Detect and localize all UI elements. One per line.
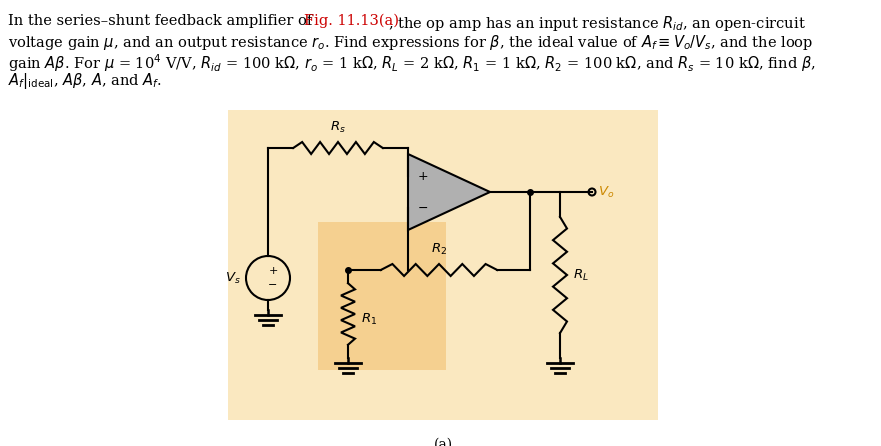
Text: , the op amp has an input resistance $R_{id}$, an open-circuit: , the op amp has an input resistance $R_… xyxy=(388,14,806,33)
Text: +: + xyxy=(269,266,278,276)
Text: −: − xyxy=(269,280,278,290)
Text: $A_f|_{\mathrm{ideal}}$, $A\beta$, $A$, and $A_f$.: $A_f|_{\mathrm{ideal}}$, $A\beta$, $A$, … xyxy=(8,71,162,91)
Text: $V_s$: $V_s$ xyxy=(226,270,241,285)
Text: $R_2$: $R_2$ xyxy=(431,242,447,257)
Text: +: + xyxy=(418,169,429,182)
FancyBboxPatch shape xyxy=(318,222,446,370)
Polygon shape xyxy=(408,154,490,230)
Text: gain $A\beta$. For $\mu$ = 10$^4$ V/V, $R_{id}$ = 100 k$\Omega$, $r_o$ = 1 k$\Om: gain $A\beta$. For $\mu$ = 10$^4$ V/V, $… xyxy=(8,52,816,74)
Text: (a): (a) xyxy=(433,438,453,446)
Text: $R_1$: $R_1$ xyxy=(361,311,377,326)
Text: $R_s$: $R_s$ xyxy=(330,120,346,135)
Text: $V_o$: $V_o$ xyxy=(598,185,614,199)
Text: −: − xyxy=(418,202,428,215)
Text: voltage gain $\mu$, and an output resistance $r_o$. Find expressions for $\beta$: voltage gain $\mu$, and an output resist… xyxy=(8,33,813,52)
Text: In the series–shunt feedback amplifier of: In the series–shunt feedback amplifier o… xyxy=(8,14,317,28)
Text: $R_L$: $R_L$ xyxy=(573,268,589,283)
FancyBboxPatch shape xyxy=(228,110,658,420)
Text: Fig. 11.13(a): Fig. 11.13(a) xyxy=(304,14,399,29)
